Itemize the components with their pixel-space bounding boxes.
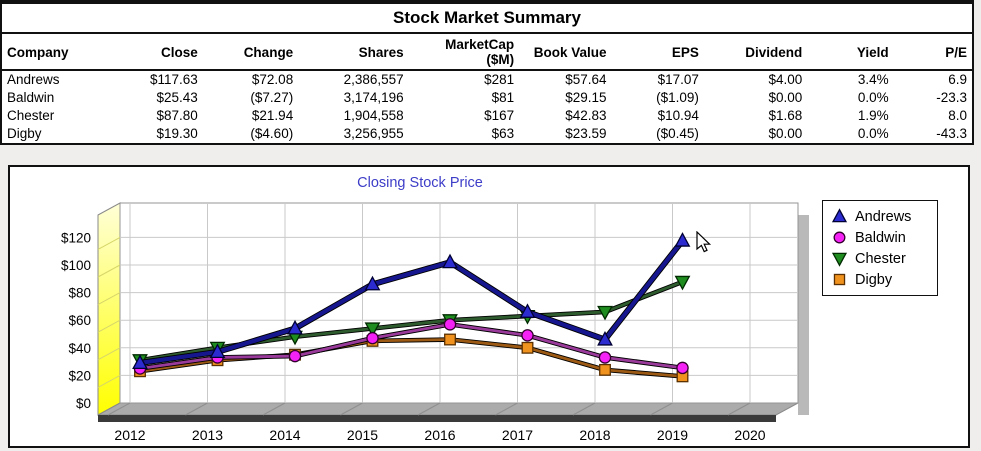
value-cell: $29.15 bbox=[565, 90, 607, 105]
company-name-cell: Digby bbox=[7, 126, 42, 141]
value-cell: 0.0% bbox=[857, 90, 889, 105]
value-cell: $87.80 bbox=[156, 108, 198, 123]
svg-text:$20: $20 bbox=[68, 368, 91, 383]
svg-text:$100: $100 bbox=[61, 258, 91, 273]
column-header-close: Close bbox=[97, 34, 203, 71]
svg-text:2020: 2020 bbox=[734, 427, 765, 442]
legend-item-baldwin: Baldwin bbox=[831, 227, 929, 248]
summary-table: Company Close Change Shares MarketCap ($M) Bo… bbox=[2, 34, 972, 143]
column-header-pe: P/E bbox=[893, 34, 972, 71]
value-cell: $281 bbox=[484, 72, 515, 87]
summary-table-body: Andrews $117.63 $72.08 2,386,557 $281 $57.64 $… bbox=[2, 70, 972, 143]
mouse-cursor bbox=[696, 231, 712, 253]
value-cell: $63 bbox=[491, 126, 515, 141]
svg-text:2019: 2019 bbox=[657, 427, 688, 442]
value-cell: 3,256,955 bbox=[343, 126, 404, 141]
legend-label: Digby bbox=[855, 271, 893, 288]
value-cell: $81 bbox=[491, 90, 515, 105]
column-header-bookvalue: Book Value bbox=[519, 34, 612, 71]
summary-table-header-row: Company Close Change Shares MarketCap ($M) Bo… bbox=[2, 34, 972, 71]
value-cell: $25.43 bbox=[156, 90, 198, 105]
value-cell: 6.9 bbox=[948, 72, 967, 87]
column-header-shares: Shares bbox=[298, 34, 409, 71]
chart-legend: Andrews Baldwin Chester Digby bbox=[822, 200, 938, 296]
svg-text:$0: $0 bbox=[76, 396, 91, 411]
value-cell: $72.08 bbox=[251, 72, 294, 87]
column-header-eps: EPS bbox=[611, 34, 704, 71]
svg-text:2012: 2012 bbox=[114, 427, 145, 442]
svg-text:$120: $120 bbox=[61, 230, 91, 245]
svg-text:2013: 2013 bbox=[192, 427, 223, 442]
svg-text:2017: 2017 bbox=[502, 427, 533, 442]
svg-text:2015: 2015 bbox=[347, 427, 378, 442]
value-cell: 1.9% bbox=[857, 108, 889, 123]
series-andrews bbox=[132, 232, 691, 370]
value-cell: $42.83 bbox=[565, 108, 607, 123]
value-cell: ($4.60) bbox=[250, 126, 294, 141]
company-name-cell: Andrews bbox=[7, 72, 60, 87]
svg-text:$80: $80 bbox=[68, 286, 91, 301]
value-cell: $57.64 bbox=[565, 72, 607, 87]
column-header-dividend: Dividend bbox=[703, 34, 808, 71]
legend-label: Andrews bbox=[855, 208, 912, 225]
value-cell: 0.0% bbox=[857, 126, 889, 141]
table-row: Baldwin $25.43 ($7.27) 3,174,196 $81 $29.15 ($… bbox=[2, 89, 972, 107]
table-row: Chester $87.80 $21.94 1,904,558 $167 $42.83 $1… bbox=[2, 107, 972, 125]
chart-panel: Closing Stock Price $0 $20 $40 $60 $80 $100 $1… bbox=[8, 165, 970, 448]
value-cell: $10.94 bbox=[657, 108, 699, 123]
svg-text:2018: 2018 bbox=[579, 427, 610, 442]
baldwin-marker-icon bbox=[833, 231, 846, 244]
value-cell: -23.3 bbox=[936, 90, 967, 105]
value-cell: 2,386,557 bbox=[343, 72, 404, 87]
value-cell: 3.4% bbox=[857, 72, 889, 87]
value-cell: 3,174,196 bbox=[343, 90, 404, 105]
value-cell: ($7.27) bbox=[250, 90, 294, 105]
axis-labels: $0 $20 $40 $60 $80 $100 $120 2012 2013 2014 2015 20… bbox=[61, 230, 766, 442]
value-cell: $1.68 bbox=[768, 108, 803, 123]
value-cell: -43.3 bbox=[936, 126, 967, 141]
svg-text:2016: 2016 bbox=[424, 427, 455, 442]
value-cell: $117.63 bbox=[150, 72, 198, 87]
svg-text:$40: $40 bbox=[68, 341, 91, 356]
legend-item-digby: Digby bbox=[831, 269, 929, 290]
column-header-yield: Yield bbox=[807, 34, 894, 71]
legend-label: Baldwin bbox=[855, 229, 906, 246]
value-cell: ($1.09) bbox=[656, 90, 699, 105]
legend-item-chester: Chester bbox=[831, 248, 929, 269]
value-cell: $4.00 bbox=[768, 72, 803, 87]
column-header-marketcap: MarketCap ($M) bbox=[408, 34, 520, 71]
chart-title: Closing Stock Price bbox=[357, 175, 483, 191]
table-row: Andrews $117.63 $72.08 2,386,557 $281 $57.64 $… bbox=[2, 70, 972, 89]
stock-chart: $0 $20 $40 $60 $80 $100 $120 2012 2013 2014 2015 20… bbox=[61, 202, 809, 442]
page-title: Stock Market Summary bbox=[2, 4, 972, 34]
value-cell: $0.00 bbox=[768, 90, 803, 105]
summary-panel: Stock Market Summary Company Close Change S… bbox=[0, 0, 974, 145]
table-row: Digby $19.30 ($4.60) 3,256,955 $63 $23.59 ($0.… bbox=[2, 125, 972, 143]
value-cell: $167 bbox=[484, 108, 515, 123]
andrews-marker-icon bbox=[831, 208, 848, 223]
legend-item-andrews: Andrews bbox=[831, 206, 929, 227]
svg-text:2014: 2014 bbox=[269, 427, 300, 442]
value-cell: $21.94 bbox=[251, 108, 294, 123]
digby-marker-icon bbox=[833, 273, 846, 286]
chester-marker-icon bbox=[831, 252, 848, 267]
column-header-change: Change bbox=[202, 34, 299, 71]
value-cell: 1,904,558 bbox=[343, 108, 404, 123]
svg-text:$60: $60 bbox=[68, 313, 91, 328]
value-cell: $19.30 bbox=[156, 126, 198, 141]
company-name-cell: Chester bbox=[7, 108, 55, 123]
value-cell: $17.07 bbox=[657, 72, 699, 87]
company-name-cell: Baldwin bbox=[7, 90, 55, 105]
value-cell: 8.0 bbox=[948, 108, 967, 123]
value-cell: $23.59 bbox=[565, 126, 607, 141]
legend-label: Chester bbox=[855, 250, 906, 267]
value-cell: ($0.45) bbox=[656, 126, 699, 141]
column-header-company: Company bbox=[2, 34, 98, 71]
series-baldwin bbox=[133, 318, 689, 375]
value-cell: $0.00 bbox=[768, 126, 803, 141]
